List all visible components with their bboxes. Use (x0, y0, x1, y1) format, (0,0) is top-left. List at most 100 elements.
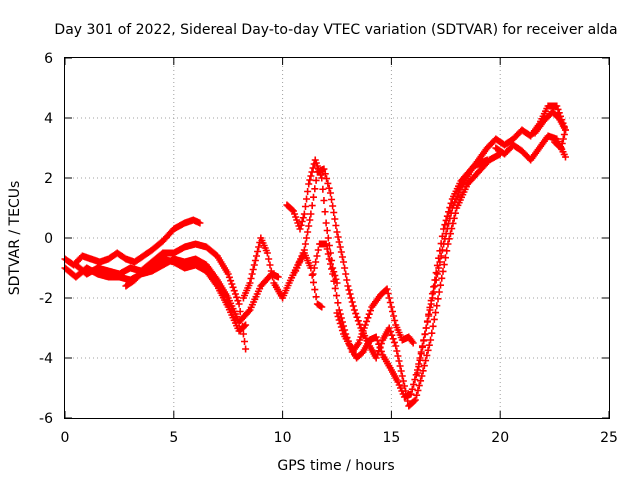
data-point (561, 153, 569, 161)
data-point (367, 307, 375, 315)
data-point (396, 362, 404, 370)
data-point (242, 321, 250, 329)
data-point (438, 246, 446, 254)
data-point (323, 175, 331, 183)
data-point (438, 274, 446, 282)
data-point (429, 322, 437, 330)
data-point (314, 246, 322, 254)
data-point (288, 206, 296, 214)
data-point (410, 397, 418, 405)
data-point (408, 338, 416, 345)
series-track (531, 108, 569, 152)
data-point (269, 273, 277, 281)
data-point (435, 264, 443, 272)
data-point (299, 214, 307, 222)
data-point (319, 185, 327, 193)
data-point (387, 328, 395, 336)
series-track (61, 216, 204, 269)
y-tick-label: -6 (39, 411, 53, 427)
data-point (333, 228, 341, 236)
data-point (233, 293, 241, 301)
data-point (386, 299, 394, 306)
data-point (251, 257, 259, 264)
data-point (334, 313, 342, 320)
data-point (300, 246, 308, 254)
data-point (440, 261, 448, 269)
data-point (236, 308, 244, 315)
data-point (300, 210, 308, 218)
data-point (446, 214, 454, 222)
data-point (323, 245, 331, 253)
data-point (343, 276, 351, 284)
data-point (326, 189, 334, 197)
data-point (425, 312, 433, 320)
data-point (340, 258, 348, 266)
data-point (338, 253, 346, 261)
data-point (427, 336, 435, 344)
data-point (325, 184, 333, 192)
data-point (337, 248, 345, 256)
data-point (328, 196, 336, 203)
data-point (428, 294, 436, 302)
data-point (309, 193, 317, 201)
data-point (322, 219, 330, 227)
data-point (311, 286, 319, 294)
data-point (350, 306, 358, 314)
x-tick-label: 25 (600, 430, 618, 446)
data-point (304, 188, 312, 195)
data-point (443, 225, 451, 233)
data-point (267, 267, 275, 275)
data-point (247, 275, 255, 282)
data-point (441, 221, 449, 229)
data-point (441, 235, 449, 243)
data-point (245, 307, 253, 315)
data-point (398, 372, 406, 380)
data-point (423, 351, 431, 359)
data-point (551, 138, 559, 146)
data-point (333, 292, 341, 300)
x-axis-label: GPS time / hours (277, 458, 394, 474)
data-point (306, 176, 314, 184)
data-point (301, 240, 309, 248)
data-point (389, 335, 397, 343)
y-tick-label: 6 (44, 51, 53, 67)
data-point (417, 350, 425, 358)
data-point (420, 337, 428, 345)
data-point (321, 170, 329, 178)
data-point (303, 195, 311, 203)
data-point (312, 258, 320, 266)
data-point (304, 228, 312, 236)
x-tick-label: 5 (169, 430, 178, 446)
data-point (373, 337, 381, 345)
data-point (303, 234, 311, 242)
data-point (414, 386, 422, 394)
data-point (432, 309, 440, 317)
data-point (353, 313, 361, 321)
data-points (61, 102, 569, 410)
data-point (305, 222, 313, 230)
data-point (413, 391, 421, 399)
data-point (241, 338, 249, 345)
data-point (313, 252, 321, 260)
data-point (246, 279, 254, 287)
data-point (552, 139, 560, 147)
data-point (391, 317, 399, 324)
data-point (441, 254, 449, 262)
data-point (341, 264, 349, 272)
data-point (254, 248, 262, 255)
data-point (400, 382, 408, 390)
data-point (388, 331, 396, 339)
data-point (306, 216, 314, 224)
data-point (417, 377, 425, 385)
data-point (307, 210, 315, 218)
data-point (252, 252, 260, 260)
data-point (249, 266, 257, 273)
data-point (329, 270, 337, 278)
data-point (296, 225, 304, 233)
series-track (61, 255, 282, 326)
data-point (385, 294, 393, 302)
y-tick-label: -2 (39, 291, 53, 307)
grid (65, 58, 609, 418)
data-point (422, 324, 430, 332)
